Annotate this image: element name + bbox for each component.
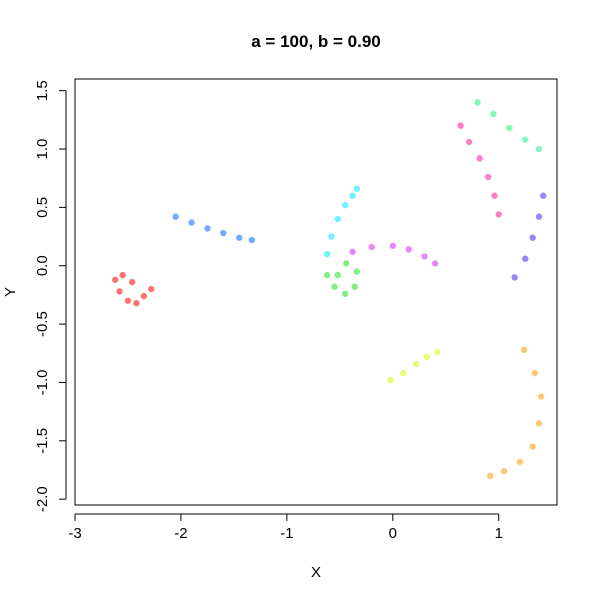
- scatter-point: [341, 201, 349, 209]
- scatter-point: [423, 353, 430, 360]
- y-tick-label: 1.5: [34, 80, 51, 101]
- scatter-point: [465, 138, 473, 146]
- scatter-point: [124, 297, 132, 304]
- x-axis: -3 -2 -1 0 1: [68, 513, 503, 542]
- scatter-point: [351, 283, 358, 290]
- scatter-point: [535, 213, 543, 220]
- scatter-point: [520, 346, 528, 353]
- scatter-point: [129, 278, 136, 286]
- scatter-point: [248, 236, 256, 244]
- scatter-point: [220, 229, 227, 237]
- y-axis-label: Y: [2, 287, 19, 297]
- cluster-3: [323, 260, 360, 297]
- cluster-7: [457, 122, 502, 218]
- cluster-9: [511, 192, 547, 281]
- y-tick-label: -1.5: [34, 428, 51, 454]
- cluster-1: [172, 213, 256, 244]
- scatter-point: [522, 255, 529, 262]
- scatter-point: [334, 215, 341, 223]
- scatter-point: [116, 288, 123, 295]
- scatter-point: [353, 185, 360, 192]
- cluster-6: [487, 346, 545, 480]
- cluster-8: [474, 99, 543, 153]
- scatter-point: [500, 467, 508, 475]
- scatter-point: [531, 369, 538, 377]
- scatter-point: [353, 268, 360, 275]
- y-tick-label: 0.0: [34, 255, 51, 276]
- scatter-point: [535, 420, 543, 427]
- scatter-point: [188, 219, 195, 226]
- scatter-point: [540, 192, 547, 199]
- x-tick-label: 1: [495, 525, 503, 542]
- scatter-point: [236, 234, 243, 241]
- scatter-point: [511, 274, 518, 281]
- scatter-point: [334, 271, 341, 279]
- scatter-point: [405, 246, 412, 253]
- x-axis-label: X: [311, 564, 321, 581]
- scatter-point: [431, 260, 439, 267]
- y-tick-label: 0.5: [34, 197, 51, 218]
- scatter-point: [484, 173, 492, 181]
- scatter-point: [495, 211, 502, 218]
- scatter-point: [328, 233, 335, 240]
- scatter-point: [529, 234, 536, 241]
- y-tick-label: -0.5: [34, 311, 51, 337]
- cluster-0: [112, 271, 155, 307]
- scatter-point: [421, 253, 428, 260]
- scatter-point: [368, 243, 375, 251]
- scatter-point: [529, 443, 536, 450]
- y-tick-label: -1.0: [34, 370, 51, 396]
- scatter-point: [457, 122, 464, 129]
- scatter-point: [133, 299, 140, 307]
- scatter-point: [148, 285, 155, 293]
- cluster-2: [323, 185, 360, 258]
- x-tick-label: -1: [280, 525, 293, 542]
- scatter-point: [516, 458, 524, 466]
- scatter-point: [389, 242, 396, 250]
- cluster-5: [387, 348, 441, 384]
- scatter-point: [412, 360, 420, 367]
- scatter-points: [112, 99, 547, 480]
- scatter-point: [204, 225, 211, 232]
- scatter-point: [119, 271, 126, 279]
- y-tick-label: -2.0: [34, 486, 51, 512]
- scatter-point: [349, 192, 356, 199]
- scatter-point: [172, 213, 179, 220]
- chart-title: a = 100, b = 0.90: [251, 32, 380, 51]
- scatter-point: [490, 110, 497, 118]
- scatter-point: [522, 136, 529, 143]
- scatter-point: [506, 124, 513, 132]
- scatter-point: [323, 271, 331, 279]
- scatter-point: [434, 348, 441, 356]
- y-axis: -2.0 -1.5 -1.0 -0.5 0.0 0.5 1.0 1.5: [34, 80, 67, 512]
- scatter-point: [342, 260, 350, 267]
- x-tick-label: -2: [174, 525, 187, 542]
- scatter-point: [331, 283, 338, 290]
- scatter-point: [341, 290, 349, 297]
- scatter-point: [387, 376, 394, 384]
- scatter-point: [349, 248, 356, 255]
- scatter-point: [535, 145, 543, 153]
- x-tick-label: -3: [68, 525, 81, 542]
- plot-frame: [74, 78, 558, 506]
- scatter-point: [400, 369, 407, 377]
- scatter-point: [476, 155, 483, 162]
- scatter-point: [140, 292, 148, 300]
- scatter-point: [537, 393, 545, 400]
- scatter-point: [474, 99, 481, 106]
- scatter-point: [112, 276, 119, 283]
- cluster-4: [349, 242, 439, 267]
- x-tick-label: 0: [389, 525, 397, 542]
- scatter-point: [323, 250, 331, 258]
- scatter-point: [487, 472, 494, 480]
- scatter-point: [491, 192, 498, 199]
- y-tick-label: 1.0: [34, 139, 51, 160]
